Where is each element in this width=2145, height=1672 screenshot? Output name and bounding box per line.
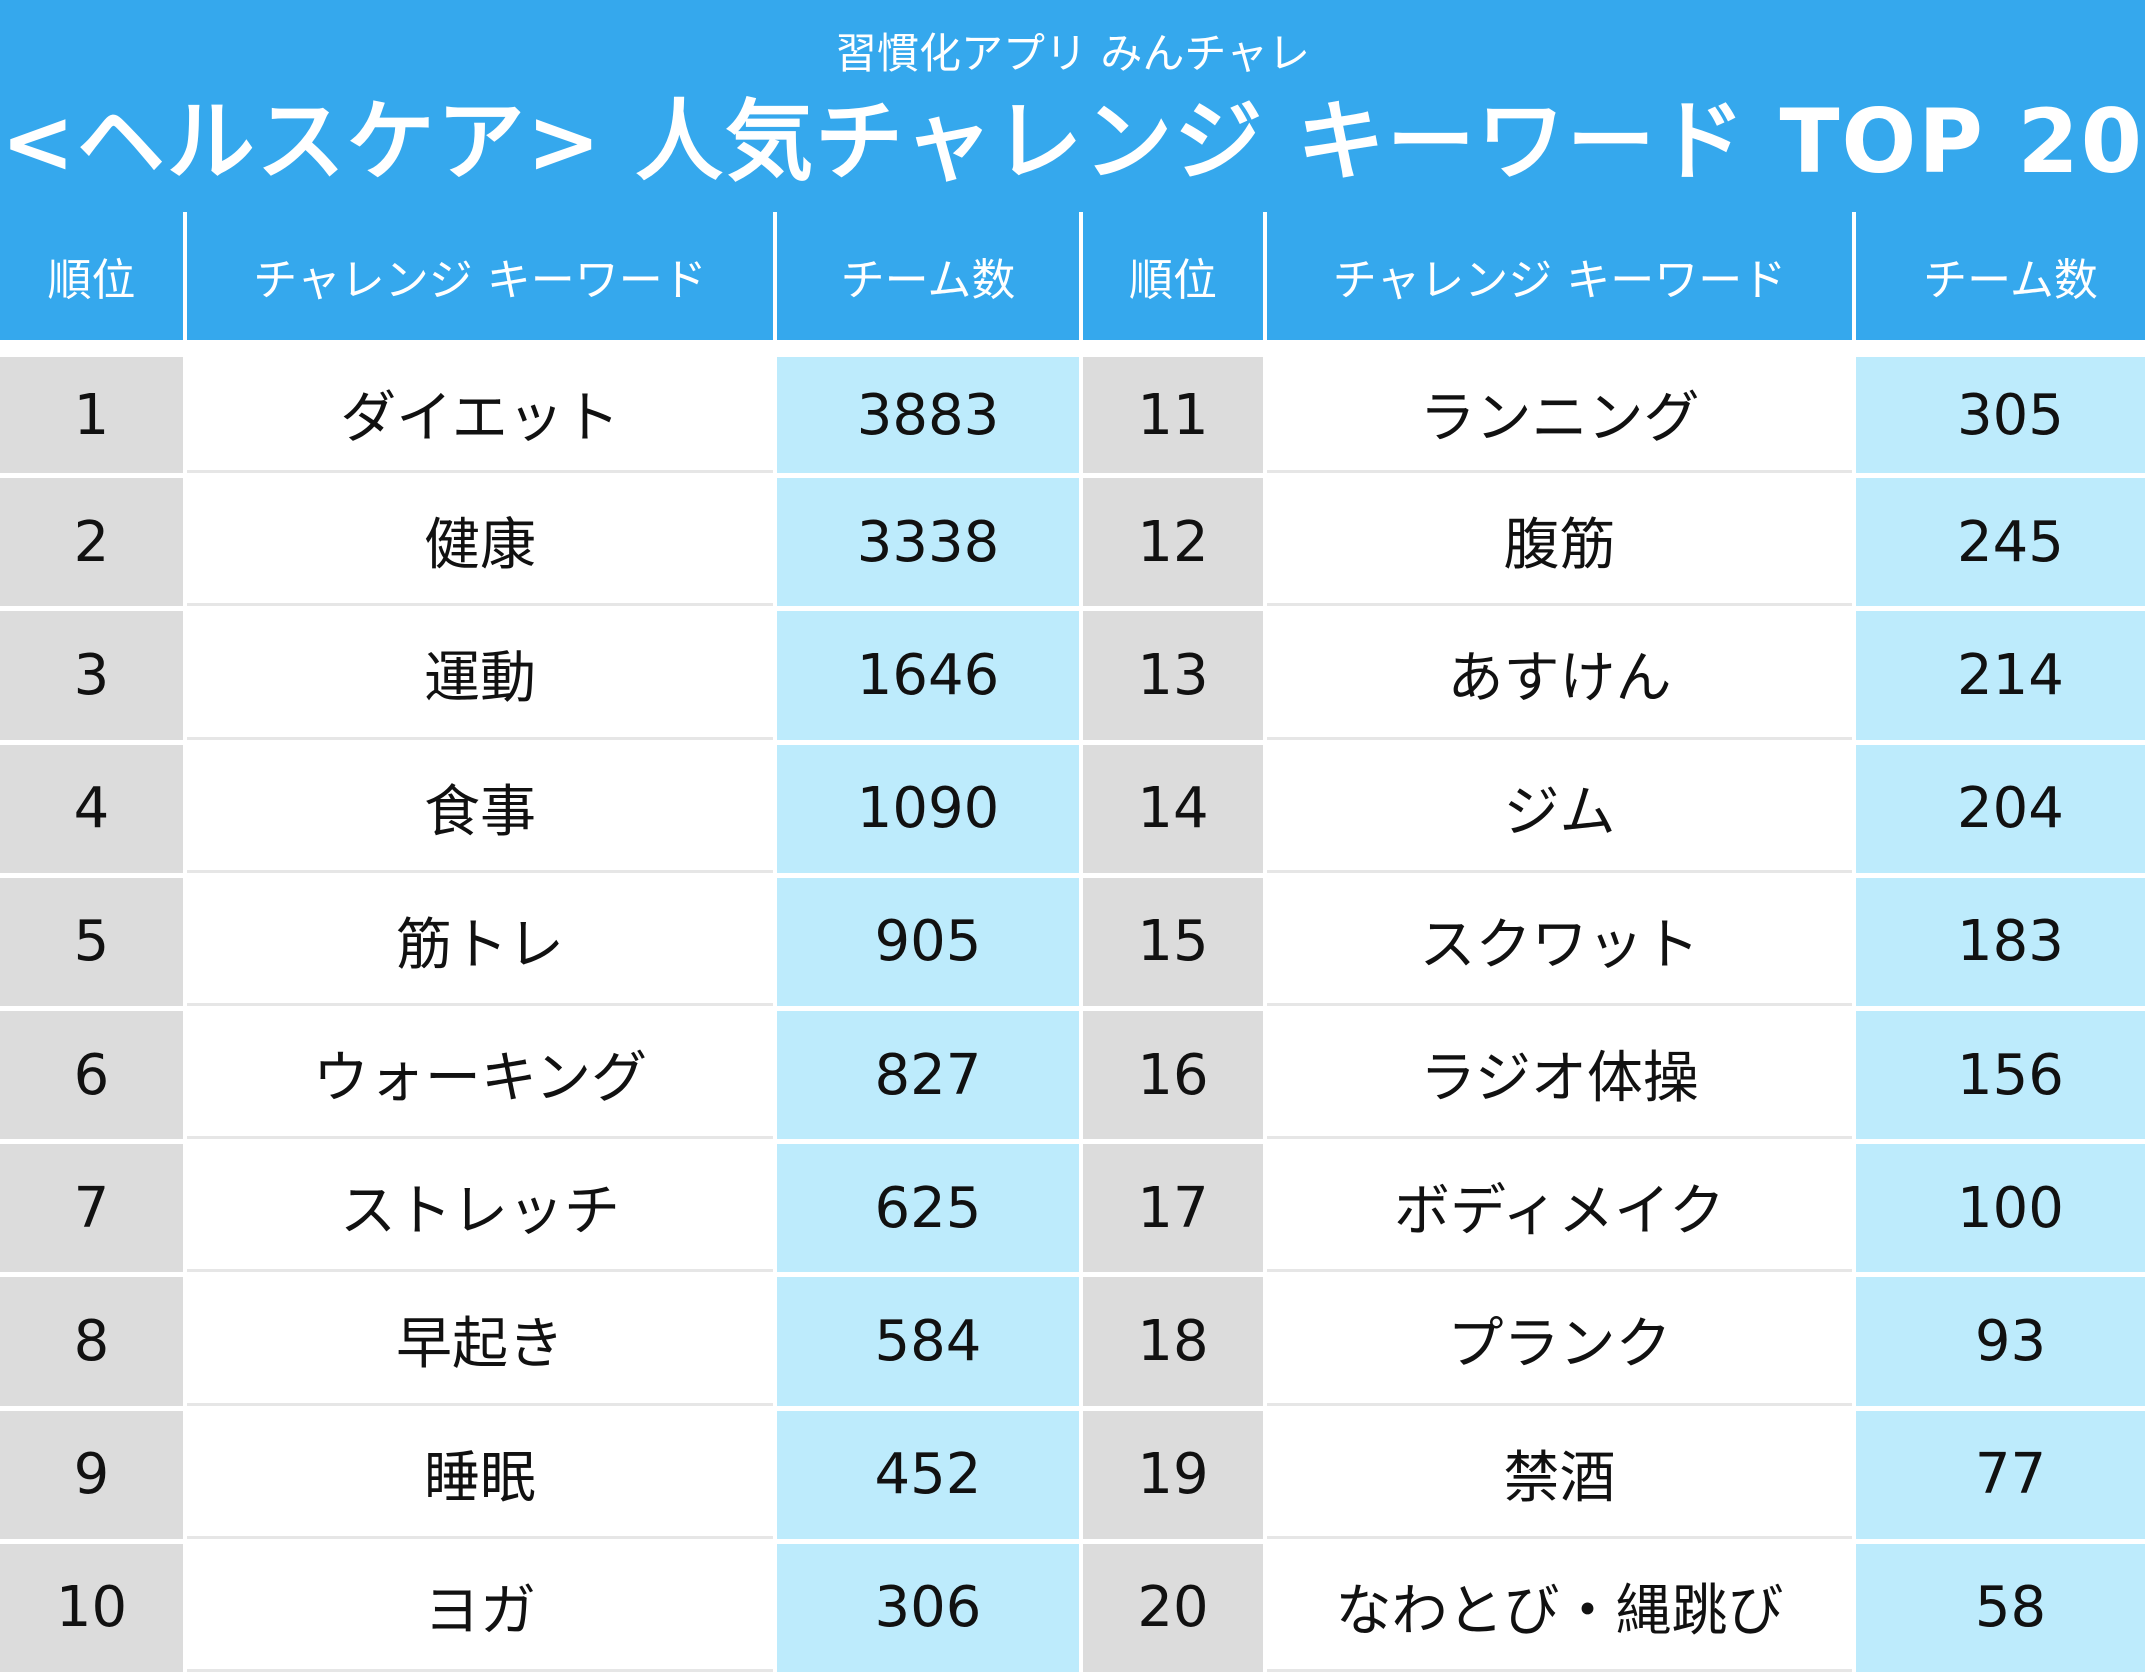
keyword-cell: 健康 bbox=[187, 478, 773, 607]
rank-cell: 20 bbox=[1083, 1543, 1263, 1672]
rank-cell: 5 bbox=[0, 877, 183, 1006]
team-count-cell: 214 bbox=[1856, 611, 2145, 740]
rank-cell: 11 bbox=[1083, 357, 1263, 474]
rank-cell: 10 bbox=[0, 1543, 183, 1672]
team-count-cell: 625 bbox=[777, 1144, 1079, 1273]
keyword-cell: プランク bbox=[1267, 1277, 1852, 1406]
rank-cell: 15 bbox=[1083, 877, 1263, 1006]
page-title: <ヘルスケア> 人気チャレンジ キーワード TOP 20 bbox=[1, 90, 2144, 193]
header-keyword-left: チャレンジ キーワード bbox=[187, 212, 773, 340]
rank-cell: 12 bbox=[1083, 478, 1263, 607]
keyword-cell: ラジオ体操 bbox=[1267, 1010, 1852, 1140]
header-rank-left: 順位 bbox=[0, 212, 183, 340]
rank-cell: 17 bbox=[1083, 1144, 1263, 1273]
team-count-cell: 452 bbox=[777, 1410, 1079, 1539]
keyword-cell: 運動 bbox=[187, 611, 773, 740]
keyword-cell: 食事 bbox=[187, 744, 773, 873]
team-count-cell: 183 bbox=[1856, 877, 2145, 1006]
rank-cell: 18 bbox=[1083, 1277, 1263, 1406]
app-subtitle: 習慣化アプリ みんチャレ bbox=[835, 29, 1310, 78]
team-count-cell: 827 bbox=[777, 1010, 1079, 1140]
team-count-cell: 1090 bbox=[777, 744, 1079, 873]
team-count-cell: 1646 bbox=[777, 611, 1079, 740]
rank-cell: 9 bbox=[0, 1410, 183, 1539]
keyword-cell: あすけん bbox=[1267, 611, 1852, 740]
rank-cell: 14 bbox=[1083, 744, 1263, 873]
team-count-cell: 58 bbox=[1856, 1543, 2145, 1672]
rank-cell: 6 bbox=[0, 1010, 183, 1140]
header-rank-right: 順位 bbox=[1083, 212, 1263, 340]
keyword-cell: 睡眠 bbox=[187, 1410, 773, 1539]
keyword-cell: ジム bbox=[1267, 744, 1852, 873]
team-count-cell: 77 bbox=[1856, 1410, 2145, 1539]
rank-cell: 19 bbox=[1083, 1410, 1263, 1539]
keyword-cell: ウォーキング bbox=[187, 1010, 773, 1140]
keyword-cell: スクワット bbox=[1267, 877, 1852, 1006]
rank-cell: 7 bbox=[0, 1144, 183, 1273]
rank-cell: 4 bbox=[0, 744, 183, 873]
ranking-table: 順位 チャレンジ キーワード チーム数 順位 チャレンジ キーワード チーム数 … bbox=[0, 212, 2145, 1672]
rank-cell: 8 bbox=[0, 1277, 183, 1406]
team-count-cell: 3338 bbox=[777, 478, 1079, 607]
team-count-cell: 245 bbox=[1856, 478, 2145, 607]
keyword-cell: なわとび・縄跳び bbox=[1267, 1543, 1852, 1672]
rank-cell: 1 bbox=[0, 357, 183, 474]
keyword-cell: ストレッチ bbox=[187, 1144, 773, 1273]
team-count-cell: 100 bbox=[1856, 1144, 2145, 1273]
team-count-cell: 204 bbox=[1856, 744, 2145, 873]
team-count-cell: 306 bbox=[777, 1543, 1079, 1672]
team-count-cell: 584 bbox=[777, 1277, 1079, 1406]
team-count-cell: 93 bbox=[1856, 1277, 2145, 1406]
keyword-cell: ダイエット bbox=[187, 357, 773, 474]
keyword-cell: 禁酒 bbox=[1267, 1410, 1852, 1539]
team-count-cell: 3883 bbox=[777, 357, 1079, 474]
rank-cell: 16 bbox=[1083, 1010, 1263, 1140]
header-teams-left: チーム数 bbox=[777, 212, 1079, 340]
rank-cell: 3 bbox=[0, 611, 183, 740]
keyword-cell: ボディメイク bbox=[1267, 1144, 1852, 1273]
keyword-cell: 腹筋 bbox=[1267, 478, 1852, 607]
keyword-cell: ヨガ bbox=[187, 1543, 773, 1672]
keyword-cell: 筋トレ bbox=[187, 877, 773, 1006]
rank-cell: 2 bbox=[0, 478, 183, 607]
title-banner: 習慣化アプリ みんチャレ <ヘルスケア> 人気チャレンジ キーワード TOP 2… bbox=[0, 0, 2145, 212]
header-teams-right: チーム数 bbox=[1856, 212, 2145, 340]
header-keyword-right: チャレンジ キーワード bbox=[1267, 212, 1852, 340]
team-count-cell: 156 bbox=[1856, 1010, 2145, 1140]
team-count-cell: 905 bbox=[777, 877, 1079, 1006]
keyword-cell: ランニング bbox=[1267, 357, 1852, 474]
team-count-cell: 305 bbox=[1856, 357, 2145, 474]
rank-cell: 13 bbox=[1083, 611, 1263, 740]
keyword-cell: 早起き bbox=[187, 1277, 773, 1406]
